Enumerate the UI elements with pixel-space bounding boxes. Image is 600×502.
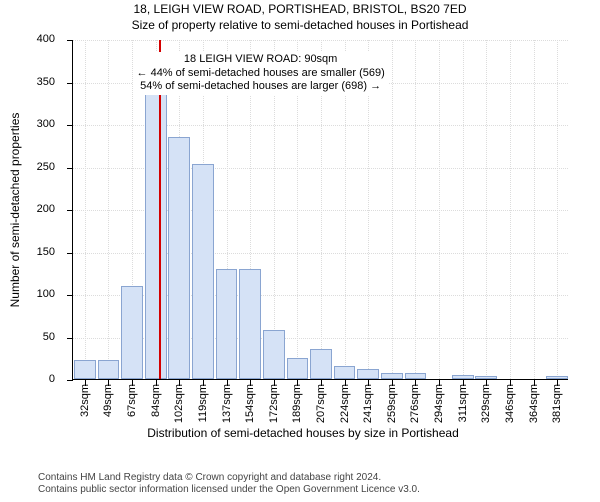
footer: Contains HM Land Registry data © Crown c… [38, 472, 420, 496]
bar [405, 373, 427, 379]
gridline-v [510, 40, 511, 379]
bar [74, 360, 96, 379]
x-axis-label: Distribution of semi-detached houses by … [38, 426, 568, 440]
gridline-v [392, 40, 393, 379]
gridline-v [108, 40, 109, 379]
annotation-box: 18 LEIGH VIEW ROAD: 90sqm ← 44% of semi-… [133, 52, 389, 95]
gridline-v [439, 40, 440, 379]
gridline-v [486, 40, 487, 379]
bar [98, 360, 120, 379]
gridline-v [463, 40, 464, 379]
chart-title-2: Size of property relative to semi-detach… [0, 18, 600, 32]
y-axis-label: Number of semi-detached properties [8, 15, 22, 210]
gridline-v [557, 40, 558, 379]
bar [192, 164, 214, 379]
bar [381, 373, 403, 379]
bar [357, 369, 379, 379]
footer-line1: Contains HM Land Registry data © Crown c… [38, 472, 420, 484]
bar [263, 330, 285, 379]
chart-area: 05010015020025030035040032sqm49sqm67sqm8… [38, 40, 568, 425]
gridline-v [534, 40, 535, 379]
chart-title-1: 18, LEIGH VIEW ROAD, PORTISHEAD, BRISTOL… [0, 2, 600, 16]
gridline-v [85, 40, 86, 379]
plot-area: 05010015020025030035040032sqm49sqm67sqm8… [72, 40, 568, 380]
bar [168, 137, 190, 379]
bar [546, 376, 568, 379]
annotation-line2: ← 44% of semi-detached houses are smalle… [137, 67, 385, 81]
bar [475, 376, 497, 379]
annotation-line3: 54% of semi-detached houses are larger (… [137, 80, 385, 94]
bar [287, 358, 309, 379]
bar [239, 269, 261, 380]
bar [216, 269, 238, 380]
bar [121, 286, 143, 380]
bar [452, 375, 474, 379]
footer-line2: Contains public sector information licen… [38, 484, 420, 496]
gridline-v [415, 40, 416, 379]
bar [145, 82, 167, 380]
bar [334, 366, 356, 379]
annotation-line1: 18 LEIGH VIEW ROAD: 90sqm [137, 53, 385, 67]
bar [310, 349, 332, 379]
